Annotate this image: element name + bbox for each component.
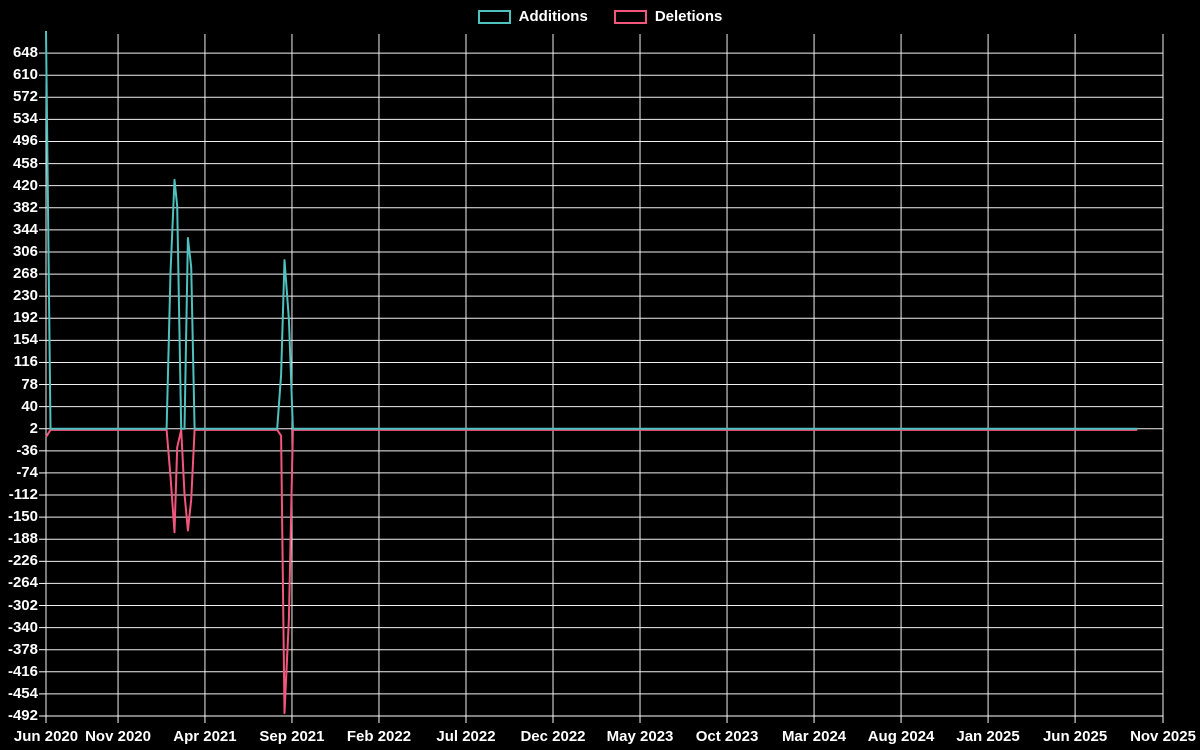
y-tick-label: -378 [7, 640, 38, 658]
additions-swatch-icon [477, 10, 511, 24]
x-tick-label: Nov 2025 [1130, 728, 1196, 745]
y-tick-label: -492 [7, 707, 38, 724]
legend-item-additions[interactable]: Additions [477, 8, 588, 26]
legend-item-deletions[interactable]: Deletions [613, 8, 723, 26]
y-tick-label: 420 [12, 176, 38, 194]
x-tick-label: Apr 2021 [173, 728, 237, 745]
y-tick-label: 116 [13, 353, 38, 371]
y-tick-label: -226 [7, 552, 38, 570]
deletions-swatch-icon [613, 10, 647, 24]
y-tick-label: 230 [12, 287, 38, 305]
additions-legend-label: Additions [518, 8, 588, 25]
x-tick-label: May 2023 [606, 728, 674, 745]
y-tick-label: -112 [8, 486, 38, 504]
x-tick-label: Jun 2020 [13, 728, 79, 745]
x-tick-label: Jul 2022 [436, 728, 496, 745]
y-tick-label: 610 [12, 66, 38, 84]
x-tick-label: Feb 2022 [346, 728, 412, 745]
x-tick-label: Nov 2020 [85, 728, 151, 745]
x-tick-label: Oct 2023 [695, 728, 759, 745]
y-tick-label: -340 [7, 618, 38, 636]
additions-series-line [45, 30, 1138, 430]
y-tick-label: 496 [12, 132, 38, 150]
chart-legend: Additions Deletions [0, 8, 1200, 26]
y-tick-label: 268 [12, 265, 38, 283]
x-tick-label: Aug 2024 [867, 728, 935, 745]
x-tick-label: Mar 2024 [781, 728, 847, 745]
y-tick-label: -188 [7, 530, 38, 548]
y-tick-label: 648 [12, 44, 38, 62]
y-tick-label: 306 [12, 242, 38, 260]
y-tick-label: -150 [7, 508, 38, 526]
y-tick-label: 572 [12, 88, 38, 106]
y-tick-label: -416 [7, 662, 38, 680]
y-tick-label: 534 [12, 110, 38, 128]
deletions-series-line [45, 428, 1138, 715]
y-tick-label: 458 [12, 154, 38, 172]
y-tick-label: 382 [12, 198, 38, 216]
x-tick-label: Jan 2025 [956, 728, 1020, 745]
y-tick-label: 78 [21, 375, 38, 393]
y-tick-label: 154 [12, 331, 38, 349]
y-tick-label: -36 [16, 441, 38, 459]
y-tick-label: -74 [16, 463, 38, 481]
x-tick-label: Dec 2022 [520, 728, 586, 745]
y-tick-label: 40 [21, 397, 38, 415]
y-tick-label: -454 [7, 684, 38, 702]
y-tick-label: 2 [29, 419, 38, 437]
x-tick-label: Jun 2025 [1042, 728, 1108, 745]
x-tick-label: Sep 2021 [259, 728, 325, 745]
y-tick-label: 344 [12, 220, 38, 238]
y-tick-label: -302 [7, 596, 38, 614]
y-tick-label: 192 [12, 309, 38, 327]
deletions-legend-label: Deletions [654, 8, 723, 25]
y-tick-label: -264 [7, 574, 38, 592]
